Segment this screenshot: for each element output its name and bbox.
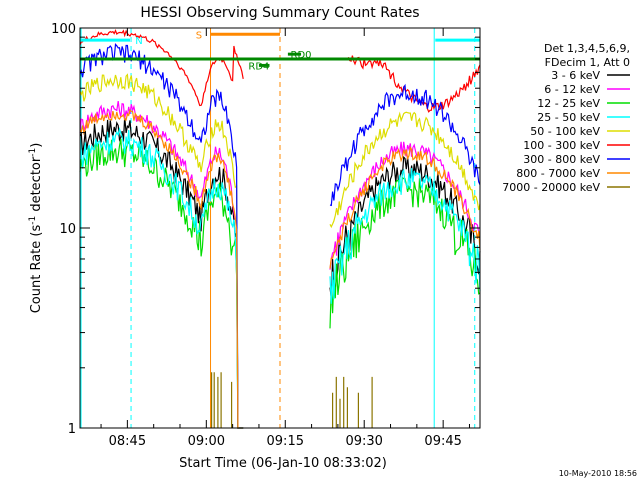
legend-label-2: 6 - 12 keV: [544, 83, 600, 96]
series-line-8: [79, 109, 481, 429]
series-line-6: [79, 29, 481, 113]
series-line-7: [79, 43, 481, 429]
x-tick-label: 09:45: [424, 434, 461, 449]
annotation-label-s: S: [196, 30, 202, 41]
y-tick-label: 1: [68, 422, 76, 437]
legend-label-1: 3 - 6 keV: [551, 69, 600, 82]
plot-area: N S RD4 RD0: [79, 28, 481, 429]
x-tick-label: 08:45: [109, 434, 146, 449]
annotation-label-rd4: RD4: [248, 61, 269, 72]
series-line-5: [79, 73, 481, 429]
y-tick-label: 10: [59, 222, 76, 237]
y-axis-label-exp1: -1: [28, 216, 38, 225]
y-axis-label-mid: detector: [29, 156, 44, 216]
legend-header-line-1: Det 1,3,4,5,6,9,: [544, 42, 630, 55]
legend-label-3: 12 - 25 keV: [537, 97, 600, 110]
x-tick-label: 09:30: [345, 434, 382, 449]
y-axis-label-end: ): [29, 143, 44, 148]
x-axis-label: Start Time (06-Jan-10 08:33:02): [179, 456, 387, 471]
legend-label-5: 50 - 100 keV: [530, 125, 600, 138]
timestamp: 10-May-2010 18:56: [559, 469, 637, 478]
y-axis-label-main: Count Rate (s: [29, 225, 44, 314]
legend: Det 1,3,4,5,6,9, FDecim 1, Att 0 3 - 6 k…: [502, 42, 630, 194]
legend-label-9: 7000 - 20000 keV: [502, 181, 600, 194]
chart-title: HESSI Observing Summary Count Rates: [140, 5, 419, 21]
series-line-1: [79, 116, 481, 429]
y-axis-label: Count Rate (s-1 detector-1): [28, 143, 44, 314]
y-axis-label-exp2: -1: [28, 148, 38, 157]
x-tick-label: 09:00: [188, 434, 225, 449]
series-line-4: [79, 126, 481, 429]
legend-label-7: 300 - 800 keV: [523, 153, 600, 166]
legend-header-line-2: FDecim 1, Att 0: [545, 56, 630, 69]
y-tick-label: 100: [51, 22, 76, 37]
legend-label-4: 25 - 50 keV: [537, 111, 600, 124]
legend-label-8: 800 - 7000 keV: [516, 167, 600, 180]
x-axis-ticks: 08:45 09:00 09:15 09:30 09:45: [100, 28, 470, 449]
annotation-label-rd0: RD0: [291, 50, 312, 61]
x-tick-label: 09:15: [267, 434, 304, 449]
y-axis-ticks: 1 10 100: [51, 22, 480, 437]
legend-label-6: 100 - 300 keV: [523, 139, 600, 152]
annotation-label-n: N: [135, 36, 142, 47]
series-line-9: [211, 372, 373, 428]
